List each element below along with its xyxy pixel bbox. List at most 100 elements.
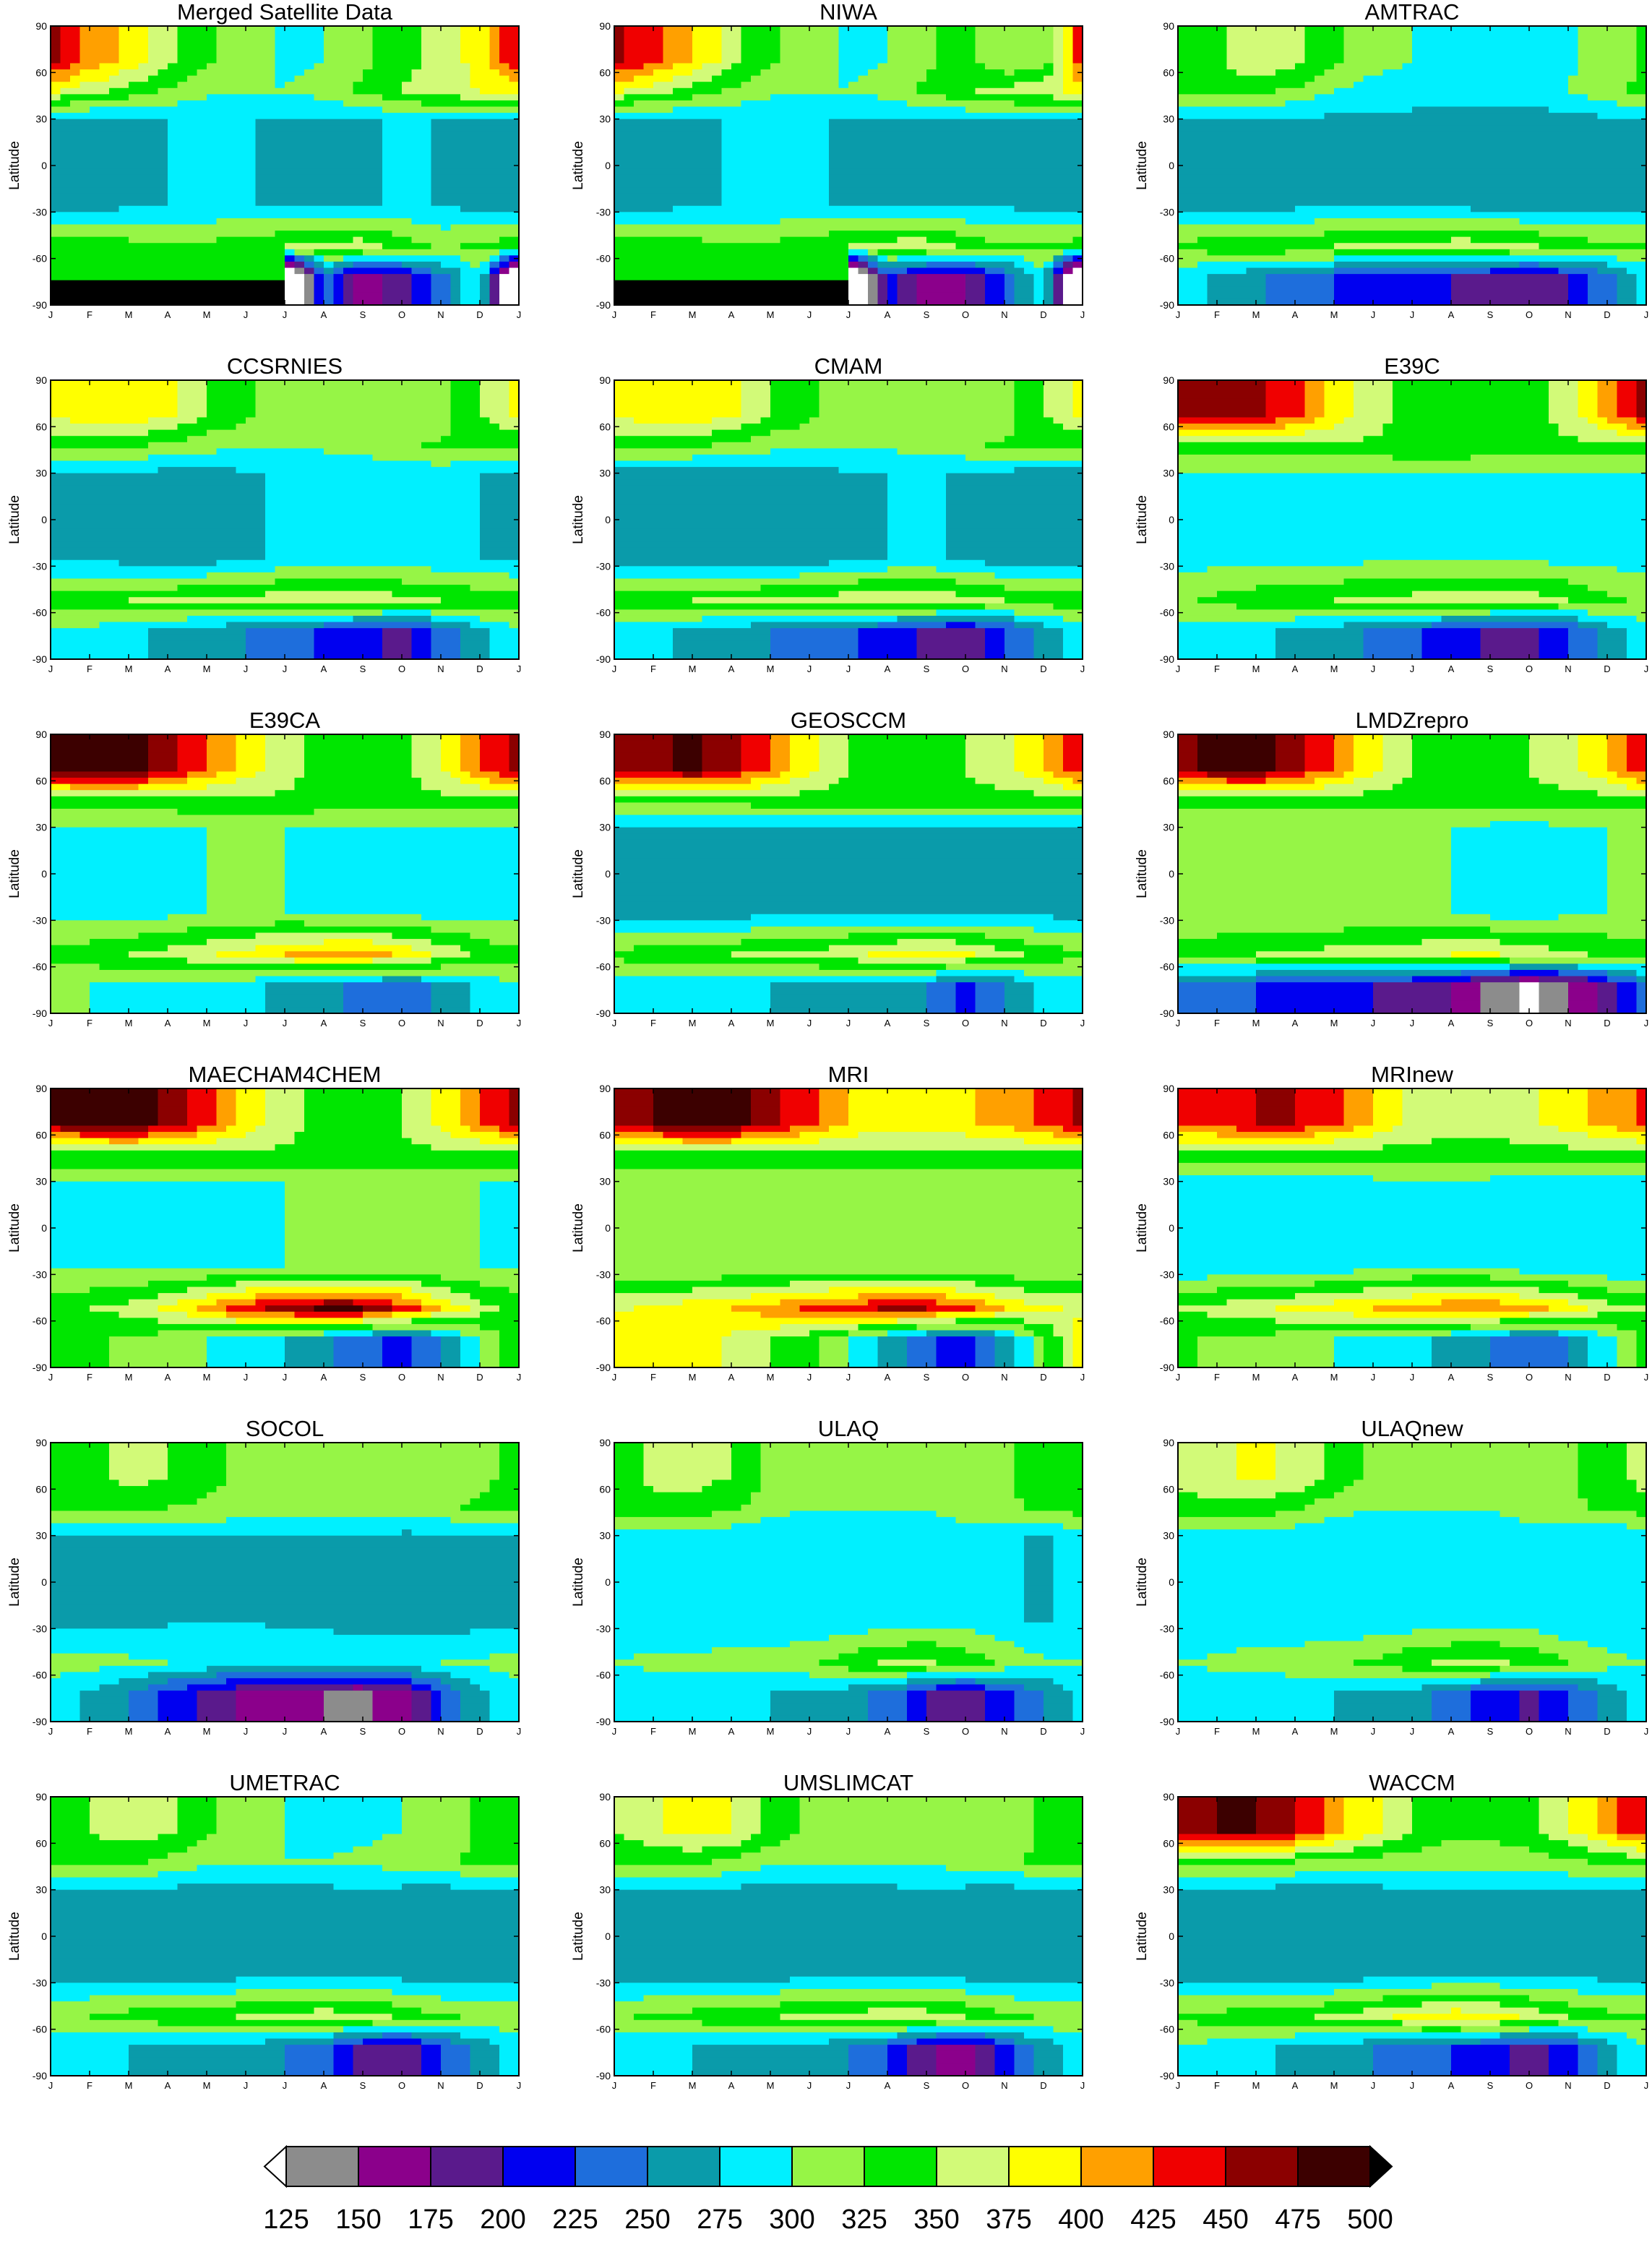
contour-cell	[255, 75, 266, 82]
contour-cell	[99, 75, 110, 82]
contour-cell	[1044, 94, 1054, 101]
contour-cell	[207, 113, 218, 120]
contour-cell	[129, 231, 139, 238]
contour-cell	[643, 75, 654, 82]
contour-cell	[470, 156, 481, 163]
contour-cell	[99, 168, 110, 176]
contour-cell	[333, 249, 344, 256]
contour-cell	[751, 193, 762, 200]
contour-cell	[1063, 199, 1074, 207]
contour-cell	[489, 26, 500, 33]
contour-cell	[353, 286, 363, 293]
contour-cell	[1217, 249, 1228, 256]
contour-cell	[246, 298, 257, 305]
contour-cell	[148, 249, 159, 256]
contour-cell	[382, 131, 393, 138]
contour-cell	[634, 162, 645, 169]
contour-cell	[1063, 249, 1074, 256]
contour-cell	[421, 26, 432, 33]
contour-cell	[965, 63, 976, 70]
contour-cell	[285, 82, 296, 89]
contour-cell	[985, 298, 996, 305]
contour-cell	[450, 26, 461, 33]
contour-cell	[1053, 187, 1064, 194]
contour-cell	[624, 280, 634, 287]
contour-cell	[838, 224, 849, 231]
contour-cell	[294, 231, 305, 238]
contour-cell	[382, 280, 393, 287]
contour-cell	[246, 150, 257, 157]
contour-cell	[197, 162, 207, 169]
contour-cell	[624, 32, 634, 39]
contour-cell	[809, 174, 820, 182]
contour-cell	[470, 32, 481, 39]
contour-cell	[158, 231, 168, 238]
contour-cell	[60, 174, 71, 182]
contour-cell	[411, 218, 422, 226]
contour-cell	[1217, 106, 1228, 113]
contour-cell	[255, 298, 266, 305]
contour-cell	[1226, 82, 1237, 89]
contour-cell	[372, 218, 383, 226]
contour-cell	[382, 231, 393, 238]
contour-cell	[1178, 236, 1189, 244]
contour-cell	[741, 280, 752, 287]
contour-cell	[70, 82, 81, 89]
contour-cell	[460, 137, 471, 145]
contour-cell	[1226, 236, 1237, 244]
contour-cell	[799, 168, 810, 176]
contour-cell	[1072, 181, 1083, 188]
contour-cell	[907, 113, 918, 120]
contour-cell	[1033, 162, 1044, 169]
contour-cell	[1024, 205, 1035, 212]
contour-cell	[946, 38, 957, 46]
contour-cell	[1044, 100, 1054, 108]
contour-cell	[79, 174, 90, 182]
x-tick-label: J	[846, 309, 851, 320]
contour-cell	[897, 205, 908, 212]
contour-cell	[177, 162, 188, 169]
contour-cell	[965, 205, 976, 212]
contour-cell	[663, 286, 674, 293]
contour-cell	[634, 218, 645, 226]
contour-cell	[829, 261, 840, 269]
contour-cell	[897, 156, 908, 163]
contour-cell	[1197, 125, 1208, 132]
contour-cell	[634, 137, 645, 145]
contour-cell	[1178, 162, 1189, 169]
contour-cell	[790, 255, 801, 262]
contour-cell	[236, 231, 246, 238]
contour-cell	[148, 280, 159, 287]
contour-cell	[702, 106, 713, 113]
contour-cell	[499, 44, 510, 51]
contour-cell	[499, 181, 510, 188]
contour-cell	[1265, 187, 1276, 194]
contour-cell	[216, 63, 227, 70]
contour-cell	[177, 231, 188, 238]
contour-cell	[916, 162, 927, 169]
contour-cell	[138, 131, 149, 138]
contour-cell	[916, 174, 927, 182]
contour-cell	[275, 249, 285, 256]
contour-cell	[1014, 82, 1025, 89]
contour-cell	[255, 249, 266, 256]
contour-cell	[751, 181, 762, 188]
contour-cell	[760, 292, 771, 300]
contour-cell	[692, 44, 703, 51]
contour-cell	[470, 292, 481, 300]
contour-cell	[799, 75, 810, 82]
contour-cell	[265, 212, 276, 219]
contour-cell	[480, 63, 491, 70]
contour-cell	[392, 75, 403, 82]
contour-cell	[158, 292, 168, 300]
contour-cell	[109, 125, 120, 132]
contour-cell	[975, 100, 986, 108]
contour-cell	[138, 174, 149, 182]
contour-cell	[955, 32, 966, 39]
contour-cell	[489, 94, 500, 101]
contour-cell	[955, 187, 966, 194]
contour-cell	[129, 181, 139, 188]
contour-cell	[799, 231, 810, 238]
contour-cell	[926, 113, 937, 120]
